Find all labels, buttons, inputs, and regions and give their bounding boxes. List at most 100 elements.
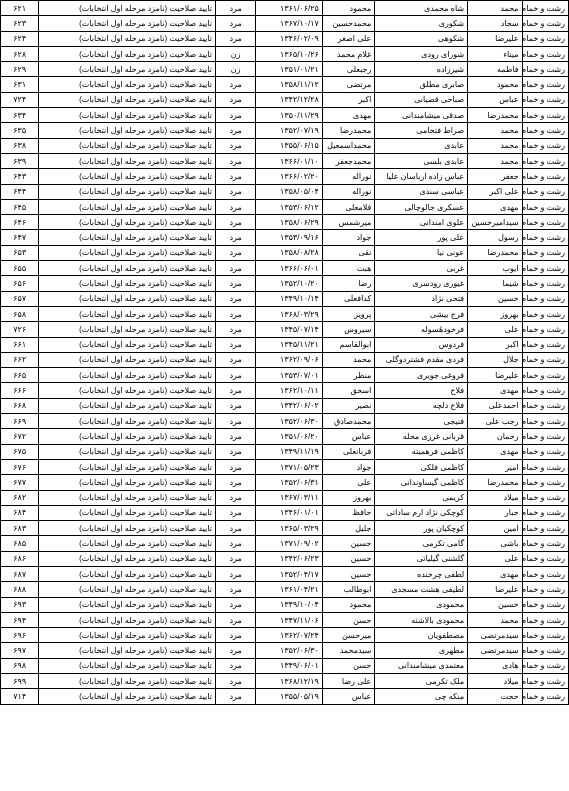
table-row: رشت و خماممحمدرضاکاظمی گیساوندانیعلی۱۳۵۲…: [1, 475, 569, 490]
cell-code: ۶۲۹: [1, 62, 39, 77]
cell-status: تایید صلاحیت (نامزد مرحله اول انتخابات): [39, 490, 216, 505]
cell-lname: علوی امندانی: [375, 215, 468, 230]
table-row: رشت و خماممحمودصابری مطلقمرتضی۱۳۵۸/۱۱/۱۲…: [1, 77, 569, 92]
cell-gender: مرد: [215, 368, 255, 383]
cell-lname: مطهری: [375, 643, 468, 658]
cell-fname: علی: [468, 322, 522, 337]
cell-lname: لطیفی هشت مسجدی: [375, 582, 468, 597]
cell-father: هبت: [322, 261, 374, 276]
table-row: رشت و خماممهدیفلاحاسحق۱۳۶۲/۱۰/۱۱مردتایید…: [1, 383, 569, 398]
cell-father: علی رضا: [322, 674, 374, 689]
cell-father: رجبعلی: [322, 62, 374, 77]
cell-dob: ۱۳۵۲/۰۶/۳۰: [256, 414, 323, 429]
cell-father: محمود: [322, 1, 374, 16]
table-row: رشت و خمامجعفرعباس زاده ارباسان علیانورا…: [1, 169, 569, 184]
cell-region: رشت و خمام: [522, 261, 568, 276]
table-row: رشت و خمامعلیفرخودهٔسولهسیروس۱۳۴۵/۰۷/۱۴م…: [1, 322, 569, 337]
cell-fname: حجت: [468, 689, 522, 704]
cell-status: تایید صلاحیت (نامزد مرحله اول انتخابات): [39, 276, 216, 291]
cell-father: حسین: [322, 551, 374, 566]
cell-status: تایید صلاحیت (نامزد مرحله اول انتخابات): [39, 138, 216, 153]
cell-code: ۶۷۷: [1, 475, 39, 490]
cell-fname: محمد: [468, 138, 522, 153]
cell-lname: علی پور: [375, 230, 468, 245]
cell-dob: ۱۳۵۸/۰۶/۲۹: [256, 215, 323, 230]
cell-lname: شاه محمدی: [375, 1, 468, 16]
cell-fname: فاطمه: [468, 62, 522, 77]
cell-father: عباس: [322, 429, 374, 444]
cell-father: محمود: [322, 597, 374, 612]
cell-gender: زن: [215, 62, 255, 77]
cell-lname: فردوس: [375, 337, 468, 352]
cell-region: رشت و خمام: [522, 521, 568, 536]
cell-status: تایید صلاحیت (نامزد مرحله اول انتخابات): [39, 505, 216, 520]
cell-fname: هادی: [468, 658, 522, 673]
cell-dob: ۱۳۵۳/۰۷/۰۱: [256, 368, 323, 383]
cell-fname: مهدی: [468, 383, 522, 398]
cell-lname: لطفی چرخنده: [375, 566, 468, 581]
cell-lname: کریمی: [375, 490, 468, 505]
cell-region: رشت و خمام: [522, 291, 568, 306]
table-row: رشت و خمامعلیگلشنی گیلیاتیحسین۱۳۴۲/۰۶/۲۳…: [1, 551, 569, 566]
cell-dob: ۱۳۵۵/۰۵/۱۹: [256, 689, 323, 704]
cell-gender: مرد: [215, 31, 255, 46]
cell-gender: مرد: [215, 628, 255, 643]
cell-status: تایید صلاحیت (نامزد مرحله اول انتخابات): [39, 291, 216, 306]
cell-lname: قربانی غرزی محله: [375, 429, 468, 444]
table-row: رشت و خمامحسینمحمودیمحمود۱۳۴۹/۱۰/۰۴مردتا…: [1, 597, 569, 612]
cell-code: ۶۸۳: [1, 521, 39, 536]
cell-gender: مرد: [215, 1, 255, 16]
cell-dob: ۱۳۴۹/۰۶/۰۱: [256, 658, 323, 673]
cell-gender: مرد: [215, 674, 255, 689]
cell-father: جواد: [322, 459, 374, 474]
cell-region: رشت و خمام: [522, 77, 568, 92]
cell-gender: مرد: [215, 153, 255, 168]
cell-fname: حسین: [468, 597, 522, 612]
table-row: رشت و خمامسجادشکوریمحمدحسین۱۳۶۷/۱۰/۱۷مرد…: [1, 16, 569, 31]
table-row: رشت و خماممهدیکاظمی فرهمیتهقربانعلی۱۳۴۹/…: [1, 444, 569, 459]
table-row: رشت و خمامایوبغربیهبت۱۳۶۶/۰۶/۰۱مردتایید …: [1, 261, 569, 276]
table-row: رشت و خماممیناءشورای رودیغلام محمد۱۳۶۵/۱…: [1, 46, 569, 61]
cell-region: رشت و خمام: [522, 444, 568, 459]
cell-father: محمدجعفر: [322, 153, 374, 168]
cell-lname: گامی تکرمی: [375, 536, 468, 551]
cell-status: تایید صلاحیت (نامزد مرحله اول انتخابات): [39, 582, 216, 597]
cell-code: ۶۶۸: [1, 398, 39, 413]
table-row: رشت و خمامعلیرضاشکوهیعلی اصغر۱۳۴۶/۰۲/۰۹م…: [1, 31, 569, 46]
cell-father: رضا: [322, 276, 374, 291]
cell-region: رشت و خمام: [522, 689, 568, 704]
table-row: رشت و خمامامیرکاظمی فلکیجواد۱۳۷۱/۰۵/۲۳مر…: [1, 459, 569, 474]
cell-dob: ۱۳۵۳/۰۹/۱۶: [256, 230, 323, 245]
cell-status: تایید صلاحیت (نامزد مرحله اول انتخابات): [39, 62, 216, 77]
cell-father: محمداسمعیل: [322, 138, 374, 153]
cell-region: رشت و خمام: [522, 215, 568, 230]
table-row: رشت و خمامجلالفردی مقدم فشتردوگلیمحمد۱۳۶…: [1, 352, 569, 367]
cell-lname: صراط فتخامی: [375, 123, 468, 138]
cell-code: ۶۸۸: [1, 582, 39, 597]
cell-dob: ۱۳۴۲/۰۶/۲۳: [256, 551, 323, 566]
cell-father: قربانعلی: [322, 444, 374, 459]
cell-father: بهروز: [322, 490, 374, 505]
cell-code: ۶۷۵: [1, 444, 39, 459]
cell-fname: محمد: [468, 1, 522, 16]
cell-code: ۶۸۷: [1, 566, 39, 581]
cell-code: ۶۶۱: [1, 337, 39, 352]
cell-dob: ۱۳۶۶/۰۲/۲۰: [256, 169, 323, 184]
cell-code: ۷۱۴: [1, 689, 39, 704]
cell-lname: کاظمی فلکی: [375, 459, 468, 474]
cell-region: رشت و خمام: [522, 368, 568, 383]
table-row: رشت و خمامجبارکوچکی نژاد ارم ساداتیحافظ۱…: [1, 505, 569, 520]
cell-father: منظر: [322, 368, 374, 383]
cell-fname: امین: [468, 521, 522, 536]
cell-code: ۶۸۶: [1, 551, 39, 566]
cell-gender: مرد: [215, 261, 255, 276]
cell-region: رشت و خمام: [522, 674, 568, 689]
cell-code: ۶۴۴: [1, 184, 39, 199]
cell-dob: ۱۳۵۸/۰۸/۲۸: [256, 245, 323, 260]
cell-gender: مرد: [215, 276, 255, 291]
table-row: رشت و خمامسیدمرتضیمصطفویانمیرحسن۱۳۶۲/۰۷/…: [1, 628, 569, 643]
table-row: رشت و خمامرحمانقربانی غرزی محلهعباس۱۳۵۱/…: [1, 429, 569, 444]
cell-region: رشت و خمام: [522, 398, 568, 413]
cell-lname: عابدی بلسی: [375, 153, 468, 168]
cell-father: محمدحسین: [322, 16, 374, 31]
